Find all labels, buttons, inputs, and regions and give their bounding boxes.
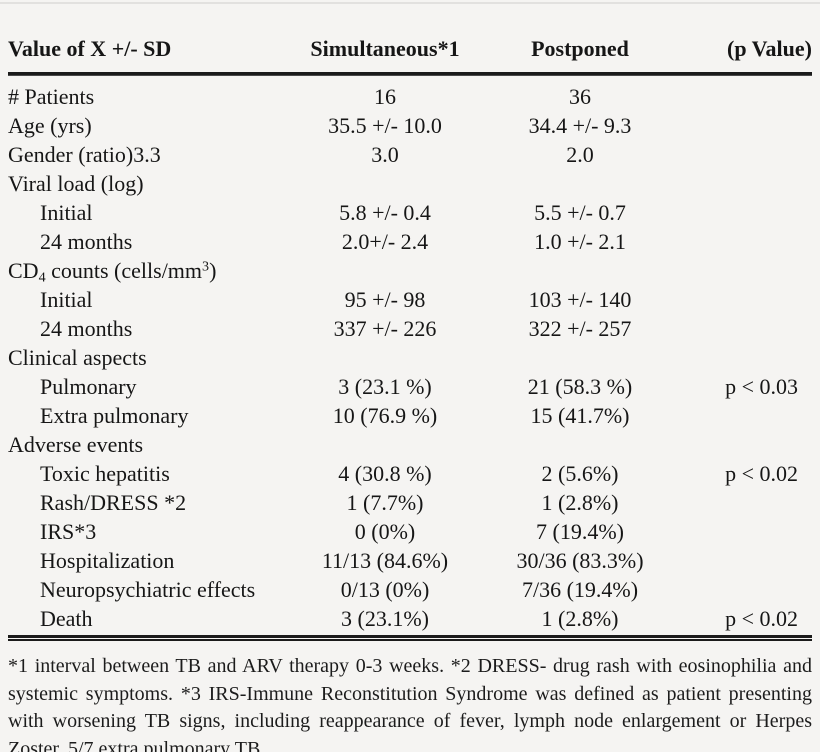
table-row: Adverse events bbox=[8, 430, 812, 459]
row-label: Gender (ratio)3.3 bbox=[8, 142, 161, 167]
table-row: Gender (ratio)3.3 3.0 2.0 bbox=[8, 140, 812, 169]
cell-simultaneous: 2.0+/- 2.4 bbox=[341, 229, 429, 254]
cell-simultaneous: 4 (30.8 %) bbox=[338, 461, 432, 486]
table-row: Rash/DRESS *2 1 (7.7%) 1 (2.8%) bbox=[8, 488, 812, 517]
row-label: Rash/DRESS *2 bbox=[40, 490, 187, 515]
data-table: Value of X +/- SD Simultaneous*1 Postpon… bbox=[8, 0, 812, 641]
cell-simultaneous: 1 (7.7%) bbox=[346, 490, 424, 515]
row-label: Initial bbox=[40, 287, 93, 312]
cell-postponed: 1 (2.8%) bbox=[541, 606, 619, 631]
cell-simultaneous: 35.5 +/- 10.0 bbox=[328, 113, 442, 138]
top-border bbox=[0, 2, 820, 4]
cell-p-value: p < 0.03 bbox=[725, 374, 798, 399]
cell-p-value: p < 0.02 bbox=[725, 461, 798, 486]
row-label: Clinical aspects bbox=[8, 345, 147, 370]
cell-postponed: 5.5 +/- 0.7 bbox=[534, 200, 626, 225]
column-header-simultaneous: Simultaneous*1 bbox=[310, 36, 460, 61]
row-label: Extra pulmonary bbox=[40, 403, 189, 428]
row-label: CD4 counts (cells/mm3) bbox=[8, 258, 217, 286]
cell-postponed: 7 (19.4%) bbox=[536, 519, 624, 544]
column-header-value-of-x: Value of X +/- SD bbox=[8, 36, 172, 61]
table-row: Toxic hepatitis 4 (30.8 %) 2 (5.6%) p < 0.0… bbox=[8, 459, 812, 488]
table-row: Death 3 (23.1%) 1 (2.8%) p < 0.02 bbox=[8, 604, 812, 633]
row-label: Pulmonary bbox=[40, 374, 137, 399]
table-header-row: Value of X +/- SD Simultaneous*1 Postpon… bbox=[8, 0, 812, 72]
cell-simultaneous: 3 (23.1%) bbox=[341, 606, 429, 631]
table-row: Hospitalization 11/13 (84.6%) 30/36 (83.3%… bbox=[8, 546, 812, 575]
header-rule bbox=[8, 72, 812, 76]
cell-postponed: 1 (2.8%) bbox=[541, 490, 619, 515]
table-row: CD4 counts (cells/mm3) bbox=[8, 256, 812, 285]
table-row: 24 months 337 +/- 226 322 +/- 257 bbox=[8, 314, 812, 343]
row-label: # Patients bbox=[8, 84, 95, 109]
cell-p-value: p < 0.02 bbox=[725, 606, 798, 631]
table-row: Age (yrs) 35.5 +/- 10.0 34.4 +/- 9.3 bbox=[8, 111, 812, 140]
cell-postponed: 15 (41.7%) bbox=[530, 403, 630, 428]
row-label: 24 months bbox=[40, 316, 133, 341]
table-row: 24 months 2.0+/- 2.4 1.0 +/- 2.1 bbox=[8, 227, 812, 256]
cell-postponed: 36 bbox=[569, 84, 591, 109]
row-label: 24 months bbox=[40, 229, 133, 254]
table-row: Initial 5.8 +/- 0.4 5.5 +/- 0.7 bbox=[8, 198, 812, 227]
bottom-rule bbox=[8, 635, 812, 641]
cell-simultaneous: 16 bbox=[374, 84, 396, 109]
cell-simultaneous: 3.0 bbox=[371, 142, 399, 167]
cell-postponed: 322 +/- 257 bbox=[528, 316, 632, 341]
cell-postponed: 7/36 (19.4%) bbox=[521, 577, 639, 602]
row-label: Neuropsychiatric effects bbox=[40, 577, 256, 602]
cell-simultaneous: 5.8 +/- 0.4 bbox=[339, 200, 431, 225]
footnote: *1 interval between TB and ARV therapy 0… bbox=[8, 655, 812, 752]
cell-simultaneous: 0 (0%) bbox=[354, 519, 416, 544]
row-label: Death bbox=[40, 606, 93, 631]
table-row: Neuropsychiatric effects 0/13 (0%) 7/36 (1… bbox=[8, 575, 812, 604]
table-row: Viral load (log) bbox=[8, 169, 812, 198]
cell-simultaneous: 0/13 (0%) bbox=[340, 577, 430, 602]
cell-postponed: 30/36 (83.3%) bbox=[516, 548, 644, 573]
cell-postponed: 1.0 +/- 2.1 bbox=[534, 229, 626, 254]
row-label: Adverse events bbox=[8, 432, 144, 457]
column-header-p-value: (p Value) bbox=[727, 36, 812, 61]
row-label: IRS*3 bbox=[40, 519, 97, 544]
row-label: Age (yrs) bbox=[8, 113, 92, 138]
column-header-postponed: Postponed bbox=[531, 36, 629, 61]
table-row: IRS*3 0 (0%) 7 (19.4%) bbox=[8, 517, 812, 546]
cell-postponed: 2.0 bbox=[566, 142, 594, 167]
row-label: Initial bbox=[40, 200, 93, 225]
table-body: # Patients 16 36 Age (yrs) 35.5 +/- 10.0 34.4… bbox=[8, 76, 812, 633]
cell-postponed: 34.4 +/- 9.3 bbox=[528, 113, 632, 138]
cell-postponed: 103 +/- 140 bbox=[528, 287, 632, 312]
cell-simultaneous: 3 (23.1 %) bbox=[338, 374, 432, 399]
table-row: Initial 95 +/- 98 103 +/- 140 bbox=[8, 285, 812, 314]
cell-simultaneous: 10 (76.9 %) bbox=[332, 403, 438, 428]
cell-simultaneous: 95 +/- 98 bbox=[344, 287, 426, 312]
table-row: Pulmonary 3 (23.1 %) 21 (58.3 %) p < 0.03 bbox=[8, 372, 812, 401]
row-label: Viral load (log) bbox=[8, 171, 144, 196]
cell-simultaneous: 337 +/- 226 bbox=[333, 316, 437, 341]
row-label: Hospitalization bbox=[40, 548, 175, 573]
cell-postponed: 21 (58.3 %) bbox=[527, 374, 633, 399]
cell-simultaneous: 11/13 (84.6%) bbox=[321, 548, 449, 573]
table-row: # Patients 16 36 bbox=[8, 82, 812, 111]
row-label: Toxic hepatitis bbox=[40, 461, 170, 486]
table-row: Extra pulmonary 10 (76.9 %) 15 (41.7%) bbox=[8, 401, 812, 430]
cell-postponed: 2 (5.6%) bbox=[541, 461, 619, 486]
table-row: Clinical aspects bbox=[8, 343, 812, 372]
